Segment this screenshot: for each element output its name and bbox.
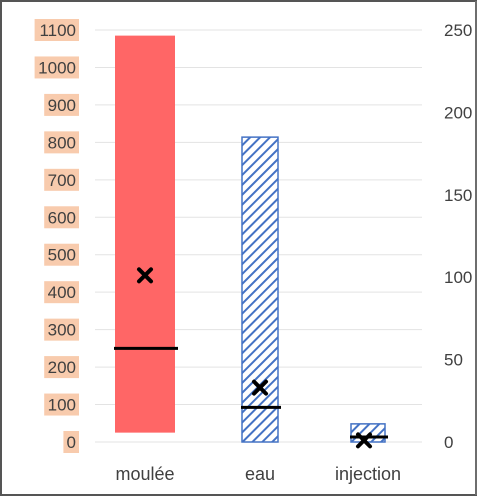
bar-0 (115, 36, 175, 433)
bar-1 (242, 137, 278, 442)
left-tick-label: 600 (48, 208, 76, 227)
left-tick-label: 200 (48, 358, 76, 377)
right-tick-label: 0 (444, 433, 453, 452)
category-label: moulée (115, 464, 174, 484)
left-tick-label: 0 (67, 433, 76, 452)
category-label: injection (335, 464, 401, 484)
category-axis: moulée eau injection (115, 464, 401, 484)
category-label: eau (245, 464, 275, 484)
left-tick-label: 300 (48, 321, 76, 340)
left-tick-label: 800 (48, 133, 76, 152)
right-tick-label: 250 (444, 21, 472, 40)
left-tick-label: 1000 (38, 58, 76, 77)
right-tick-label: 100 (444, 268, 472, 287)
right-tick-label: 200 (444, 103, 472, 122)
bar-2 (351, 424, 385, 442)
left-tick-label: 400 (48, 283, 76, 302)
left-tick-label: 900 (48, 96, 76, 115)
left-tick-label: 500 (48, 246, 76, 265)
left-tick-label: 100 (48, 396, 76, 415)
right-tick-label: 150 (444, 186, 472, 205)
right-tick-label: 50 (444, 351, 463, 370)
left-tick-label: 700 (48, 171, 76, 190)
left-tick-label: 1100 (39, 21, 76, 40)
